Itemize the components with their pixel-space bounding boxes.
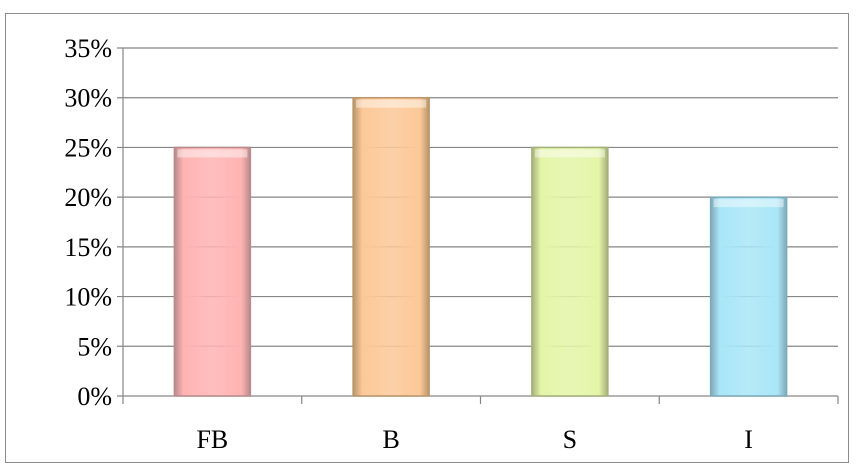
bar-highlight: [356, 99, 427, 108]
bars: [173, 96, 788, 397]
bar-b: [352, 96, 430, 397]
bar-i: [709, 196, 788, 397]
y-tick-label: 10%: [64, 283, 112, 312]
bar-s: [531, 146, 609, 397]
x-category-label: S: [563, 425, 577, 454]
labels: 0% 5% 10% 15% 20% 25% 30% 35% FB B S I: [64, 34, 753, 454]
x-category-label: B: [382, 425, 399, 454]
y-tick-label: 25%: [64, 133, 112, 162]
x-category-label: I: [744, 425, 753, 454]
bar-fb: [173, 146, 252, 397]
bar-highlight: [177, 149, 248, 158]
axes: [122, 48, 839, 404]
y-tick-label: 20%: [64, 183, 112, 212]
y-tick-label: 30%: [64, 84, 112, 113]
y-tick-label: 35%: [64, 34, 112, 63]
y-tick-label: 5%: [77, 332, 112, 361]
bar-highlight: [713, 199, 784, 208]
y-tick-label: 0%: [77, 382, 112, 411]
bar-highlight: [534, 149, 605, 158]
y-tick-label: 15%: [64, 233, 112, 262]
x-category-label: FB: [196, 425, 228, 454]
